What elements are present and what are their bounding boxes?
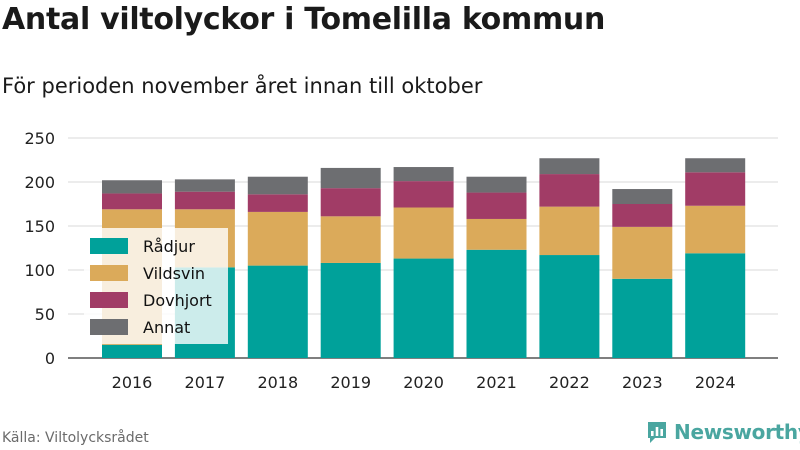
chart-title: Antal viltolyckor i Tomelilla kommun (2, 2, 606, 37)
bar-segment-annat-2020 (393, 167, 454, 182)
bar-segment-rådjur-2021 (466, 249, 527, 358)
bar-segment-annat-2018 (247, 176, 308, 195)
bar-segment-annat-2023 (612, 189, 673, 204)
legend-swatch (90, 265, 128, 281)
y-tick-label: 200 (24, 173, 55, 192)
brand-name: Newsworthy (674, 420, 800, 444)
y-tick-label: 100 (24, 261, 55, 280)
bar-segment-vildsvin-2023 (612, 226, 673, 279)
newsworthy-logo-icon (648, 422, 666, 443)
y-tick-label: 50 (35, 305, 55, 324)
bar-segment-dovhjort-2019 (320, 188, 381, 217)
legend: Rådjur Vildsvin Dovhjort Annat (84, 228, 228, 344)
source-note: Källa: Viltolycksrådet (2, 430, 149, 446)
bar-segment-dovhjort-2024 (685, 172, 746, 206)
bar-segment-annat-2017 (174, 179, 235, 192)
chart-subtitle: För perioden november året innan till ok… (2, 74, 483, 98)
bar-segment-dovhjort-2016 (102, 193, 162, 210)
bar-segment-vildsvin-2018 (247, 211, 308, 266)
bar-segment-rådjur-2024 (685, 253, 746, 358)
brand-logo: Newsworthy (646, 420, 800, 444)
bar-segment-dovhjort-2020 (393, 181, 454, 208)
legend-label: Dovhjort (143, 291, 212, 310)
x-tick-label: 2018 (257, 373, 298, 392)
legend-swatch (90, 238, 128, 254)
bar-segment-dovhjort-2023 (612, 204, 673, 227)
bar-segment-dovhjort-2021 (466, 192, 527, 219)
x-tick-label: 2017 (185, 373, 226, 392)
bar-segment-rådjur-2019 (320, 262, 381, 358)
bar-segment-rådjur-2016 (102, 344, 162, 358)
bar-segment-annat-2022 (539, 158, 600, 175)
bar-segment-annat-2019 (320, 167, 381, 189)
legend-label: Annat (143, 318, 190, 337)
x-tick-label: 2020 (403, 373, 444, 392)
bar-segment-dovhjort-2022 (539, 174, 600, 207)
bar-segment-rådjur-2023 (612, 278, 673, 358)
bar-segment-annat-2016 (102, 180, 162, 194)
bar-segment-vildsvin-2019 (320, 216, 381, 263)
legend-swatch (90, 319, 128, 335)
x-tick-label: 2019 (330, 373, 371, 392)
bar-segment-annat-2021 (466, 176, 527, 193)
bar-segment-vildsvin-2022 (539, 206, 600, 256)
y-tick-label: 150 (24, 217, 55, 236)
x-axis-ticks: 2016 2017 2018 2019 2020 2021 2022 2023 2024 (112, 373, 736, 392)
bar-segment-vildsvin-2021 (466, 218, 527, 250)
legend-label: Vildsvin (143, 264, 205, 283)
bar-segment-dovhjort-2018 (247, 194, 308, 212)
y-tick-label: 250 (24, 129, 55, 148)
y-axis-ticks: 0 50 100 150 200 250 (24, 129, 55, 368)
x-tick-label: 2024 (695, 373, 736, 392)
bar-segment-annat-2024 (685, 158, 746, 173)
y-tick-label: 0 (45, 349, 55, 368)
x-tick-label: 2021 (476, 373, 517, 392)
bar-segment-rådjur-2018 (247, 265, 308, 358)
bar-segment-vildsvin-2024 (685, 205, 746, 254)
bar-segment-vildsvin-2020 (393, 207, 454, 259)
bar-segment-dovhjort-2017 (174, 191, 235, 210)
legend-swatch (90, 292, 128, 308)
bar-segment-rådjur-2022 (539, 255, 600, 358)
legend-label: Rådjur (143, 237, 195, 256)
x-tick-label: 2022 (549, 373, 590, 392)
bar-segment-rådjur-2020 (393, 258, 454, 358)
x-tick-label: 2023 (622, 373, 663, 392)
x-tick-label: 2016 (112, 373, 153, 392)
